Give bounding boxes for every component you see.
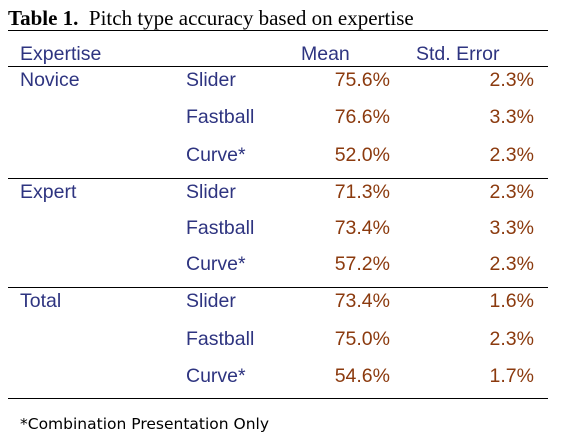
row-mean: 76.6% (334, 106, 390, 128)
bottom-rule (8, 398, 548, 399)
row-mean: 73.4% (334, 217, 390, 239)
row-type: Curve* (186, 253, 246, 275)
row-std-error: 2.3% (489, 328, 534, 350)
group-label-total: Total (20, 290, 62, 312)
caption-label: Table 1. (8, 6, 79, 30)
header-rule (8, 66, 548, 67)
row-type: Fastball (186, 328, 255, 350)
row-std-error: 2.3% (489, 69, 534, 91)
row-std-error: 2.3% (489, 144, 534, 166)
row-mean: 52.0% (334, 144, 390, 166)
row-mean: 73.4% (334, 290, 390, 312)
row-std-error: 1.6% (489, 290, 534, 312)
row-type: Fastball (186, 106, 255, 128)
row-std-error: 2.3% (489, 181, 534, 203)
row-type: Slider (186, 181, 236, 203)
row-type: Fastball (186, 217, 255, 239)
row-mean: 54.6% (334, 365, 390, 387)
row-type: Curve* (186, 144, 246, 166)
header-mean: Mean (301, 43, 350, 65)
top-rule (8, 30, 548, 31)
group-rule (8, 287, 548, 288)
row-type: Curve* (186, 365, 246, 387)
row-mean: 75.0% (334, 328, 390, 350)
header-std-error: Std. Error (416, 43, 500, 65)
group-label-expert: Expert (20, 181, 77, 203)
row-mean: 57.2% (334, 253, 390, 275)
row-std-error: 3.3% (489, 106, 534, 128)
row-std-error: 1.7% (489, 365, 534, 387)
caption-text: Pitch type accuracy based on expertise (88, 6, 414, 30)
row-std-error: 2.3% (489, 253, 534, 275)
row-mean: 71.3% (334, 181, 390, 203)
row-type: Slider (186, 290, 236, 312)
footnote: *Combination Presentation Only (20, 415, 270, 433)
group-rule (8, 178, 548, 179)
group-label-novice: Novice (20, 69, 80, 91)
table-caption: Table 1. Pitch type accuracy based on ex… (8, 6, 414, 31)
header-expertise: Expertise (20, 43, 102, 65)
row-std-error: 3.3% (489, 217, 534, 239)
row-type: Slider (186, 69, 236, 91)
row-mean: 75.6% (334, 69, 390, 91)
